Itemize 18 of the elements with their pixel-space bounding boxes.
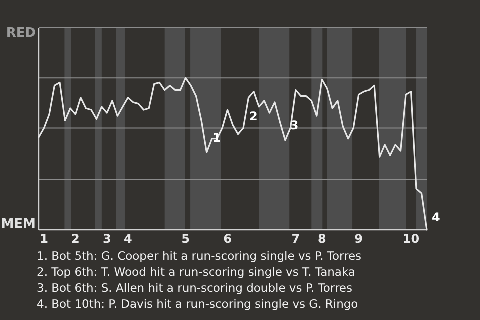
text: 4. Bot 10th: P. Davis hit a run-scoring single vs G. Ringo — [37, 297, 358, 311]
x-tick-label: 2 — [72, 232, 80, 246]
x-tick-label: 8 — [318, 232, 326, 246]
text: MEM — [1, 217, 36, 232]
text: 2. Top 6th: T. Wood hit a run-scoring single vs T. Tanaka — [37, 265, 356, 279]
x-tick-label: 6 — [224, 232, 232, 246]
x-tick-label: 1 — [40, 232, 48, 246]
x-tick-label: 4 — [124, 232, 132, 246]
x-tick-label: 3 — [102, 232, 112, 246]
x-tick-label: 10 — [402, 232, 420, 246]
x-tick-label: 9 — [354, 232, 364, 246]
x-tick-label: 7 — [292, 232, 300, 246]
text: 4 — [432, 210, 440, 224]
text: 1. Bot 5th: G. Cooper hit a run-scoring single vs P. Torres — [37, 249, 362, 263]
annotation: 2 — [249, 110, 258, 124]
text: 3. Bot 6th: S. Allen hit a run-scoring double vs P. Torres — [37, 281, 353, 295]
text: RED — [6, 26, 36, 41]
x-tick-label: 5 — [182, 232, 190, 246]
